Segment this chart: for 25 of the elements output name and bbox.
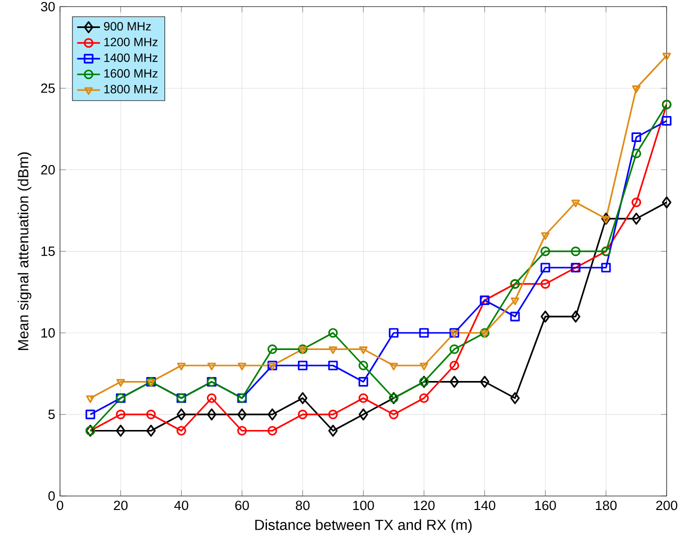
x-tick-label: 120 xyxy=(414,500,435,510)
legend-label: 1600 MHz xyxy=(104,69,158,78)
x-tick-label: 60 xyxy=(235,500,249,510)
y-tick-label: 20 xyxy=(41,165,55,174)
x-axis-title: Distance between TX and RX (m) xyxy=(255,519,472,533)
y-tick-label: 10 xyxy=(41,328,55,338)
legend-label: 1800 MHz xyxy=(104,84,158,94)
x-tick-label: 0 xyxy=(56,500,64,510)
y-tick-label: 25 xyxy=(41,83,55,93)
y-tick-label: 0 xyxy=(48,491,55,501)
x-tick-label: 160 xyxy=(535,500,556,510)
x-tick-label: 20 xyxy=(114,500,128,510)
legend-label: 1400 MHz xyxy=(104,53,158,62)
x-tick-label: 140 xyxy=(474,500,496,510)
y-tick-label: 5 xyxy=(48,410,55,420)
x-tick-label: 200 xyxy=(656,500,678,510)
y-axis-title: Mean signal attenuation (dBm) xyxy=(18,152,32,350)
x-tick-label: 100 xyxy=(353,500,374,510)
y-tick-label: 30 xyxy=(40,2,55,12)
y-tick-label: 15 xyxy=(41,246,55,256)
x-tick-label: 180 xyxy=(596,500,617,510)
legend-label: 900 MHz xyxy=(104,22,151,31)
x-tick-label: 80 xyxy=(296,500,310,510)
x-tick-label: 40 xyxy=(174,500,188,510)
legend-label: 1200 MHz xyxy=(104,38,158,46)
